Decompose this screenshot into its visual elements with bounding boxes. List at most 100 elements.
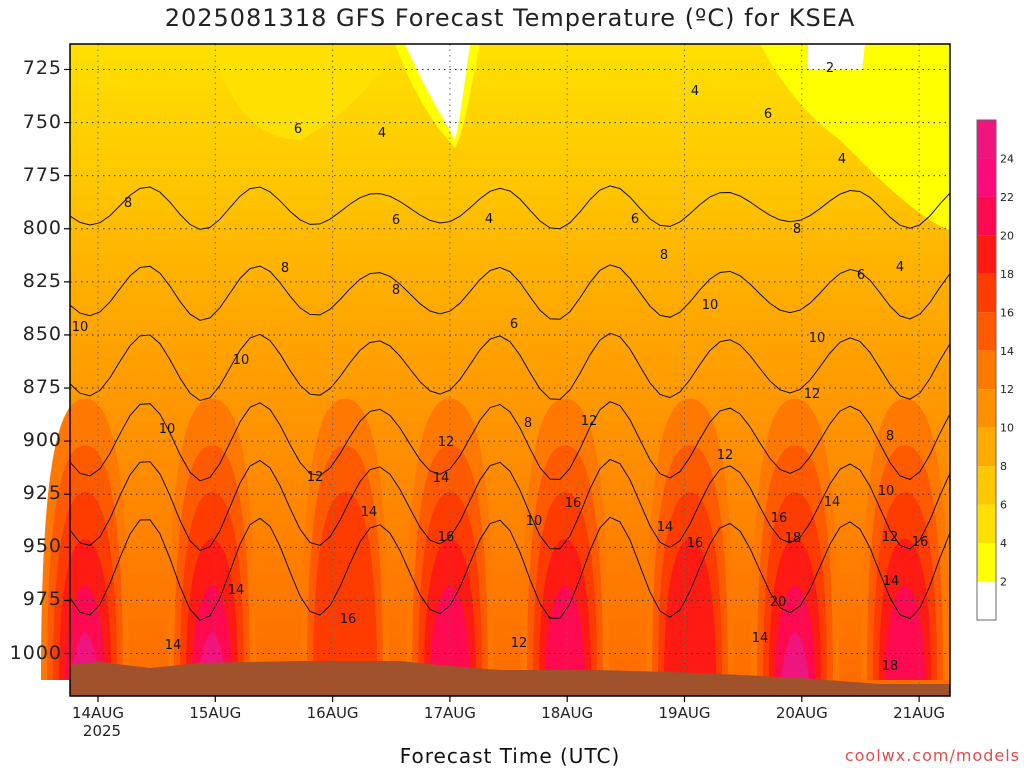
contour-label: 12 xyxy=(804,387,821,402)
contour-label: 10 xyxy=(72,320,89,335)
contour-label: 16 xyxy=(565,496,582,511)
x-tick-label: 17AUG xyxy=(423,704,476,722)
contour-label: 12 xyxy=(511,636,528,651)
colorbar-swatch xyxy=(977,235,996,274)
temperature-fill xyxy=(760,44,950,230)
colorbar-tick-label: 12 xyxy=(1000,383,1014,396)
y-tick-label: 875 xyxy=(22,376,62,399)
colorbar-swatch xyxy=(977,273,996,313)
y-tick-label: 850 xyxy=(22,322,62,345)
x-tick-label: 19AUG xyxy=(658,704,711,722)
y-tick-label: 975 xyxy=(22,588,62,611)
chart-title: 2025081318 GFS Forecast Temperature (ºC)… xyxy=(164,4,856,32)
colorbar-swatch xyxy=(977,350,996,390)
contour-label: 8 xyxy=(660,248,668,263)
y-tick-label: 800 xyxy=(22,216,62,239)
gridlines xyxy=(64,44,950,702)
contour-label: 6 xyxy=(631,212,639,227)
colorbar-tick-label: 24 xyxy=(1000,152,1014,165)
contour-label: 16 xyxy=(340,612,357,627)
colorbar-tick-label: 14 xyxy=(1000,345,1014,358)
contour-label: 8 xyxy=(124,196,132,211)
colorbar-swatch xyxy=(977,427,996,467)
contour-label: 6 xyxy=(857,268,865,283)
contour-label: 16 xyxy=(912,535,929,550)
contour-label: 12 xyxy=(717,448,734,463)
contour-label: 14 xyxy=(824,495,841,510)
colorbar-frame xyxy=(976,119,997,621)
contour-line xyxy=(69,458,951,552)
contour-label: 20 xyxy=(770,595,787,610)
contour-line xyxy=(69,516,951,621)
contour-label: 4 xyxy=(378,126,386,141)
colorbar-tick-label: 18 xyxy=(1000,268,1014,281)
x-axis-title: Forecast Time (UTC) xyxy=(399,744,621,768)
y-tick-label: 925 xyxy=(22,482,62,505)
terrain-surface xyxy=(70,661,950,696)
colorbar-swatch xyxy=(977,389,996,428)
colorbar-tick-label: 2 xyxy=(1000,576,1007,589)
colorbar-swatch xyxy=(977,158,996,197)
contour-line xyxy=(69,264,951,321)
y-tick-label: 950 xyxy=(22,535,62,558)
contour-label: 12 xyxy=(438,435,455,450)
y-tick-label: 750 xyxy=(22,110,62,133)
y-tick-label: 725 xyxy=(22,57,62,80)
colorbar-swatch xyxy=(977,466,996,505)
contour-label: 12 xyxy=(882,530,899,545)
contour-label: 4 xyxy=(896,260,904,275)
y-tick-label: 900 xyxy=(22,429,62,452)
contour-label: 2 xyxy=(826,61,834,76)
contour-label: 8 xyxy=(524,416,532,431)
colorbar-swatch xyxy=(977,196,996,236)
contour-label: 18 xyxy=(785,531,802,546)
contour-label: 18 xyxy=(882,659,899,674)
x-tick-label: 15AUG xyxy=(189,704,242,722)
contour-label: 14 xyxy=(361,505,378,520)
contour-label: 10 xyxy=(809,331,826,346)
contour-label: 14 xyxy=(165,638,182,653)
contour-label: 6 xyxy=(392,213,400,228)
colorbar-tick-label: 6 xyxy=(1000,499,1007,512)
contour-label: 8 xyxy=(392,283,400,298)
colorbar-tick-label: 4 xyxy=(1000,537,1007,550)
contour-label: 4 xyxy=(838,152,846,167)
colorbar-swatch xyxy=(977,543,996,582)
contour-line xyxy=(69,401,951,482)
y-tick-label: 775 xyxy=(22,163,62,186)
plot-frame xyxy=(69,43,951,697)
contour-label: 14 xyxy=(752,631,769,646)
x-tick-label: 16AUG xyxy=(306,704,359,722)
contour-label: 12 xyxy=(581,414,598,429)
y-tick-label: 1000 xyxy=(9,641,62,664)
colorbar-tick-label: 16 xyxy=(1000,306,1014,319)
contour-label: 8 xyxy=(281,261,289,276)
contour-label: 14 xyxy=(433,471,450,486)
contour-label: 4 xyxy=(485,212,493,227)
colorbar-swatch xyxy=(977,312,996,351)
contour-label: 12 xyxy=(307,470,324,485)
temperature-fill xyxy=(545,585,585,680)
colorbar-swatch xyxy=(977,581,996,620)
credit-link[interactable]: coolwx.com/models xyxy=(844,746,1020,765)
y-tick-label: 825 xyxy=(22,269,62,292)
contour-label: 6 xyxy=(294,122,302,137)
x-tick-label: 18AUG xyxy=(541,704,594,722)
colorbar-swatch xyxy=(977,120,996,159)
contour-label: 10 xyxy=(159,422,176,437)
contour-label: 16 xyxy=(771,511,788,526)
contour-label: 10 xyxy=(878,484,895,499)
contour-label: 16 xyxy=(687,536,704,551)
temperature-fill xyxy=(210,44,395,140)
colorbar-tick-label: 20 xyxy=(1000,229,1014,242)
contour-lines xyxy=(69,185,951,621)
contour-label: 8 xyxy=(793,222,801,237)
contour-label: 14 xyxy=(657,520,674,535)
temperature-fill xyxy=(664,538,716,680)
contour-line xyxy=(69,332,951,402)
contour-label: 10 xyxy=(702,298,719,313)
x-tick-label: 20AUG xyxy=(775,704,828,722)
temperature-fill xyxy=(313,492,377,680)
